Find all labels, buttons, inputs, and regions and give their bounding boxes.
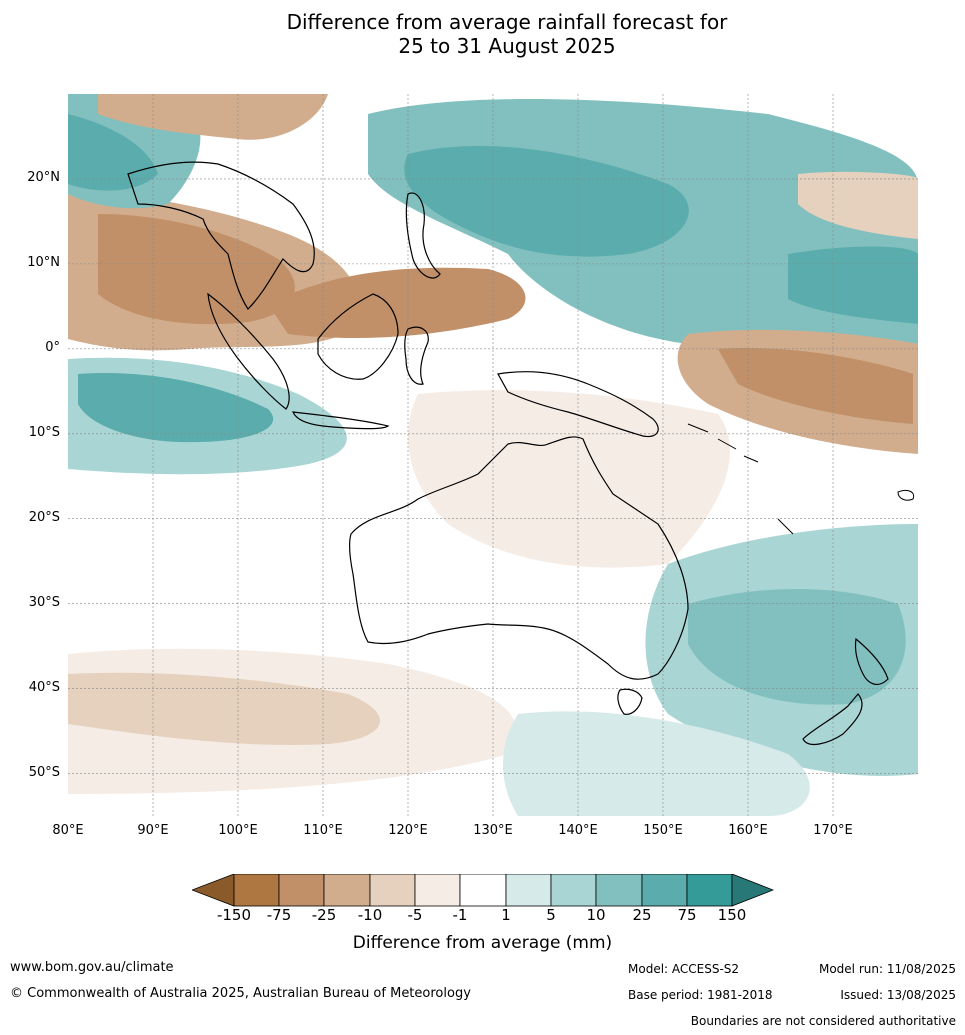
legend-label: Difference from average (mm) — [352, 933, 613, 953]
lon-label-90e: 90°E — [137, 823, 169, 838]
legend-swatch-11 — [686, 874, 733, 907]
legend-tick-minus-25: -25 — [311, 906, 337, 924]
legend-tick-minus-1: -1 — [452, 906, 468, 924]
fiji-coastline — [897, 489, 915, 501]
anomaly-region-very-wet-south-indian — [78, 373, 274, 443]
tasmania-coastline — [617, 688, 643, 715]
lon-label-130e: 130°E — [473, 823, 513, 838]
legend-swatch-8 — [550, 874, 597, 907]
indochina-coastline — [127, 161, 315, 310]
footer-url[interactable]: www.bom.gov.au/climate — [10, 960, 174, 975]
new-guinea-coastline — [497, 371, 659, 438]
anomaly-region-very-dry-indian — [98, 214, 295, 325]
anomaly-region-dry-borneo — [268, 267, 526, 339]
lat-label-10n: 10°N — [27, 255, 60, 270]
sulawesi-coastline — [404, 326, 429, 385]
legend-tick-25: 25 — [632, 906, 652, 924]
lat-label-40s: 40°S — [28, 680, 60, 695]
legend-tick-1: 1 — [501, 906, 511, 924]
java-coastline — [292, 411, 390, 430]
anomaly-region-very-wet-pacific — [404, 145, 689, 257]
philippines-coastline — [405, 192, 441, 279]
legend-swatch-7 — [505, 874, 552, 907]
map-title: Difference from average rainfall forecas… — [0, 10, 965, 58]
legend-tick-10: 10 — [586, 906, 606, 924]
legend-swatch-0 — [192, 874, 235, 907]
title-line-2: 25 to 31 August 2025 — [398, 34, 616, 58]
lon-label-100e: 100°E — [218, 823, 258, 838]
legend-tick-150: 150 — [717, 906, 747, 924]
australia-coastline — [348, 436, 689, 680]
lat-label-20s: 20°S — [28, 510, 60, 525]
legend-tick-minus-150: -150 — [216, 906, 252, 924]
lon-label-170e: 170°E — [813, 823, 853, 838]
footer-model-run: Model run: 11/08/2025 — [818, 962, 956, 976]
solomon-islands-coastline — [687, 423, 759, 463]
lat-label-0: 0° — [45, 340, 60, 355]
anomaly-region-very-wet-tasman — [688, 589, 906, 705]
lat-label-30s: 30°S — [28, 595, 60, 610]
legend-tick-75: 75 — [677, 906, 697, 924]
title-line-1: Difference from average rainfall forecas… — [286, 10, 728, 34]
borneo-coastline — [317, 293, 399, 380]
lat-label-10s: 10°S — [28, 425, 60, 440]
anomaly-region-very-wet-east — [788, 246, 918, 324]
legend-swatch-5 — [414, 874, 461, 907]
footer-model: Model: ACCESS-S2 — [628, 962, 740, 976]
legend-swatch-6 — [459, 874, 507, 907]
footer-disclaimer: Boundaries are not considered authoritat… — [690, 1014, 956, 1028]
anomaly-region-dry-northeast — [798, 171, 918, 239]
legend-swatch-1 — [233, 874, 280, 907]
legend-tick-minus-75: -75 — [266, 906, 292, 924]
anomaly-region-dry-indochina — [98, 94, 328, 140]
lat-label-20n: 20°N — [27, 170, 60, 185]
lat-label-50s: 50°S — [28, 765, 60, 780]
legend-swatch-12 — [731, 874, 774, 907]
legend-tick-5: 5 — [546, 906, 556, 924]
anomaly-region-dry-southern — [68, 672, 381, 745]
lon-label-160e: 160°E — [728, 823, 768, 838]
legend-tick-minus-5: -5 — [407, 906, 423, 924]
lon-label-110e: 110°E — [303, 823, 343, 838]
new-zealand-coastline — [802, 637, 889, 746]
legend-colorbar — [192, 874, 774, 907]
anomaly-region-very-dry-central-pacific — [718, 348, 913, 424]
anomaly-region-light-dry-australia — [408, 390, 730, 568]
anomaly-region-light-wet-southern — [503, 711, 810, 816]
lon-label-150e: 150°E — [643, 823, 683, 838]
legend-swatch-2 — [278, 874, 325, 907]
footer-base-period: Base period: 1981-2018 — [628, 988, 773, 1002]
sumatra-coastline — [207, 292, 290, 410]
map-canvas — [68, 94, 918, 816]
footer-copyright: © Commonwealth of Australia 2025, Austra… — [10, 986, 471, 1001]
vanuatu-coastline — [777, 518, 794, 535]
legend-swatch-3 — [323, 874, 371, 907]
legend-swatch-9 — [595, 874, 643, 907]
lon-label-140e: 140°E — [558, 823, 598, 838]
legend-tick-minus-10: -10 — [357, 906, 383, 924]
rainfall-map — [68, 94, 918, 816]
legend-swatch-10 — [641, 874, 688, 907]
lon-label-120e: 120°E — [388, 823, 428, 838]
footer-issued: Issued: 13/08/2025 — [840, 988, 956, 1002]
graticule — [68, 94, 918, 816]
lon-label-80e: 80°E — [52, 823, 84, 838]
legend-swatch-4 — [369, 874, 416, 907]
